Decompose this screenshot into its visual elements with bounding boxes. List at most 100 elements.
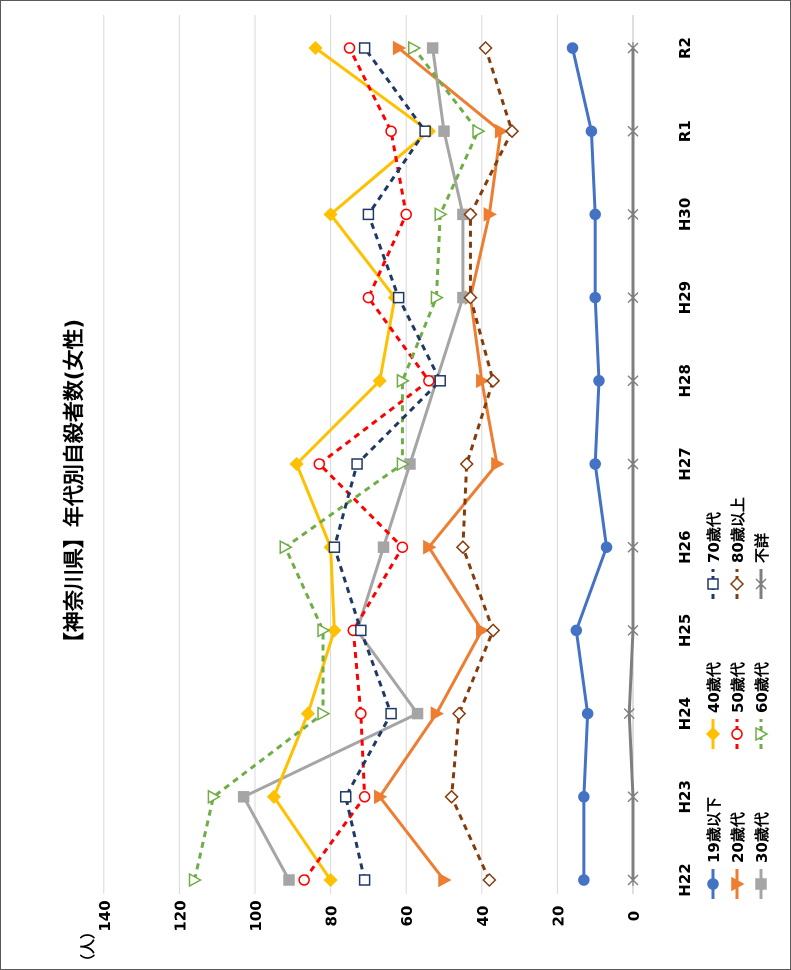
data-point <box>419 125 431 137</box>
legend: 19歳以下 20歳代 30歳代 40歳代 50歳代 60歳代 70歳代 80歳以上 不詳 <box>705 497 771 899</box>
data-point <box>317 623 331 638</box>
data-point <box>600 541 613 553</box>
data-point <box>362 208 375 221</box>
series-line <box>332 47 442 881</box>
data-point <box>585 125 598 137</box>
legend-item: 不詳 <box>753 533 771 599</box>
data-point <box>491 456 505 472</box>
y-tick-label: 80 <box>323 906 341 927</box>
y-tick-label: 60 <box>398 906 416 927</box>
x-tick-label: H26 <box>676 530 694 563</box>
x-tick-label: H25 <box>676 614 694 647</box>
data-point <box>589 208 601 221</box>
data-point <box>430 290 445 305</box>
data-point <box>328 541 341 553</box>
x-tick-label: R1 <box>676 120 694 142</box>
legend-item: 19歳以下 <box>705 797 723 899</box>
data-point <box>372 373 387 388</box>
data-point <box>504 124 520 139</box>
data-point <box>385 707 397 720</box>
data-point <box>476 623 490 638</box>
x-tick-label: H28 <box>676 364 694 397</box>
legend-item: 50歳代 <box>729 662 747 749</box>
y-tick-label: 20 <box>549 906 567 927</box>
data-point <box>362 291 375 304</box>
data-point <box>472 123 486 139</box>
y-tick-label: 120 <box>171 900 189 931</box>
legend-label: 80歳以上 <box>729 497 747 563</box>
legend-label: 19歳以下 <box>705 797 723 863</box>
data-point <box>313 458 326 470</box>
legend-label: 50歳代 <box>729 662 747 713</box>
legend-marker <box>707 578 719 590</box>
chart-title: 【神奈川県】年代別自殺者数(女性) <box>62 319 86 653</box>
series-7 <box>328 42 446 886</box>
data-point <box>289 456 304 472</box>
data-point <box>452 706 467 721</box>
data-point <box>298 874 310 886</box>
data-point <box>434 375 446 387</box>
series-9 <box>623 42 639 886</box>
data-point <box>300 706 315 721</box>
legend-item: 80歳以上 <box>729 497 747 599</box>
x-axis-ticks: H22 H23 H24 H25 H26 H27 H28 H29 H30 R1 R2 <box>676 37 694 897</box>
legend-label: 不詳 <box>753 533 771 563</box>
data-point <box>627 458 639 470</box>
legend-label: 70歳代 <box>705 512 723 563</box>
series-line <box>302 47 431 881</box>
data-point <box>207 789 221 805</box>
legend-marker <box>729 576 745 592</box>
data-point <box>627 874 639 886</box>
data-point <box>392 291 405 304</box>
data-point <box>566 42 579 54</box>
legend-marker <box>731 728 743 740</box>
series-6 <box>188 40 486 888</box>
data-point <box>627 624 639 637</box>
x-tick-label: H30 <box>676 198 694 231</box>
data-point <box>396 456 410 472</box>
series-lines <box>188 40 639 888</box>
data-point <box>423 375 435 387</box>
data-point <box>423 539 437 555</box>
x-tick-label: H23 <box>676 780 694 813</box>
data-point <box>463 290 478 305</box>
data-point <box>623 707 635 720</box>
x-tick-label: H24 <box>676 697 694 730</box>
data-point <box>627 208 639 221</box>
data-point <box>627 125 639 138</box>
legend-marker <box>707 878 719 890</box>
data-point <box>578 874 590 886</box>
data-point <box>279 539 293 555</box>
series-line <box>193 47 480 881</box>
data-point <box>266 789 281 804</box>
series-5 <box>298 42 435 886</box>
legend-label: 60歳代 <box>753 662 771 713</box>
data-point <box>283 874 295 886</box>
data-point <box>627 291 639 304</box>
data-point <box>327 623 342 638</box>
data-point <box>351 458 363 470</box>
data-point <box>377 541 390 553</box>
data-point <box>400 208 412 221</box>
data-point <box>593 375 605 387</box>
data-point <box>396 541 409 553</box>
data-point <box>339 791 352 803</box>
data-point <box>463 207 478 222</box>
x-tick-label: R2 <box>676 37 694 59</box>
data-point <box>343 42 356 54</box>
x-tick-label: H27 <box>676 447 694 480</box>
data-point <box>408 40 422 56</box>
data-point <box>486 623 501 638</box>
y-axis-ticks: 0 20 40 60 80 100 120 140 <box>96 900 643 931</box>
y-axis-label: （人） <box>79 924 97 969</box>
data-point <box>459 456 474 472</box>
legend-item: 60歳代 <box>753 662 771 749</box>
legend-label: 30歳代 <box>753 812 771 863</box>
data-point <box>358 42 371 54</box>
data-point <box>581 707 594 720</box>
legend-label: 40歳代 <box>705 662 723 713</box>
x-tick-label: H29 <box>676 281 694 314</box>
data-point <box>430 706 445 721</box>
data-point <box>486 373 501 388</box>
